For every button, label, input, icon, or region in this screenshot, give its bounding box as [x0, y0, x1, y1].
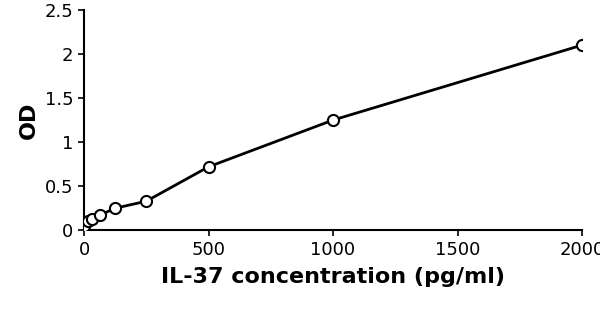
X-axis label: IL-37 concentration (pg/ml): IL-37 concentration (pg/ml) [161, 267, 505, 287]
Y-axis label: OD: OD [19, 101, 39, 139]
